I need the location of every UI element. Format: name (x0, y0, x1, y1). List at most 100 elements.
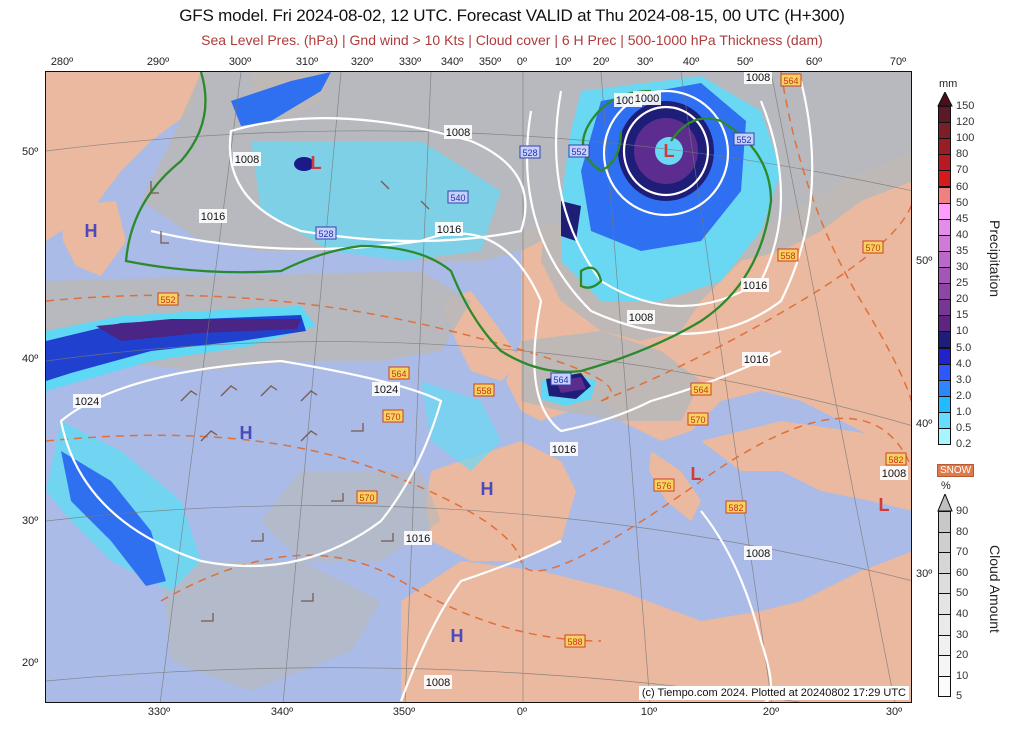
colorbar-segment (938, 250, 951, 268)
pressure-label: 1016 (406, 533, 430, 545)
colorbar-tick-label: 30 (956, 261, 969, 273)
thickness-label: 540 (450, 193, 465, 203)
thickness-label-box (862, 240, 884, 254)
thickness-label: 552 (160, 295, 175, 305)
pressure-label: 1008 (235, 154, 259, 166)
thickness-label: 528 (522, 148, 537, 158)
thickness-label: 582 (888, 455, 903, 465)
pressure-label-box (880, 466, 908, 480)
precip-legend-title: Precipitation (987, 220, 1003, 298)
lon-label: 350º (478, 56, 502, 68)
colorbar-segment (938, 299, 951, 317)
thickness-label-box (653, 478, 675, 492)
lon-label: 20º (592, 56, 610, 68)
thickness-label-box (157, 292, 179, 306)
colorbar-segment (938, 531, 951, 554)
snow-legend-badge: SNOW (937, 464, 975, 477)
cloud-arrow-cap-icon (937, 494, 953, 512)
lon-label: 30º (885, 706, 903, 718)
colorbar-segment (938, 267, 951, 285)
thickness-label: 558 (780, 251, 795, 261)
thickness-label-box (885, 452, 907, 466)
colorbar-tick-label: 20 (956, 649, 969, 662)
pressure-label: 1016 (437, 224, 461, 236)
high-pressure-marker: H (85, 221, 98, 241)
high-pressure-marker: H (240, 423, 253, 443)
lon-label: 0º (516, 56, 528, 68)
colorbar-segment (938, 395, 951, 413)
thickness-label: 570 (690, 415, 705, 425)
thickness-label: 552 (736, 135, 751, 145)
pressure-label: 1008 (746, 548, 770, 560)
thickness-label: 570 (359, 493, 374, 503)
colorbar-tick-label: 20 (956, 293, 969, 306)
colorbar-tick-label: 80 (956, 525, 969, 538)
pressure-label: 1016 (743, 280, 767, 292)
pressure-label: 1000 (635, 93, 659, 105)
colorbar-segment (938, 283, 951, 301)
lat-label: 30º (22, 515, 39, 527)
colorbar-segment (938, 411, 951, 429)
lon-label: 10º (554, 56, 572, 68)
colorbar-tick-label: 10 (956, 325, 969, 338)
pressure-label-box (744, 546, 772, 560)
colorbar-segment (938, 572, 951, 595)
lat-label: 20º (22, 657, 39, 669)
lat-label: 40º (22, 353, 39, 365)
pressure-label-box (233, 152, 261, 166)
low-pressure-marker: L (691, 464, 702, 484)
thickness-label-box (568, 144, 590, 158)
thickness-label: 576 (656, 481, 671, 491)
colorbar-tick-label: 25 (956, 277, 969, 290)
colorbar-tick-label: 70 (956, 546, 969, 559)
thickness-label: 570 (385, 412, 400, 422)
colorbar-tick-label: 45 (956, 212, 969, 225)
thickness-label-box (687, 412, 709, 426)
pressure-labels: 1008 1016 1008 1016 1008 1000 1008 1016 1008 1016… (73, 72, 908, 689)
lon-label: 60º (805, 56, 823, 68)
precipitation (46, 72, 781, 591)
thickness-labels: 552 528 540 528 552 552 564 564 558 570 564 570 564 5… (157, 73, 907, 648)
thickness-label: 528 (318, 229, 333, 239)
pressure-label: 1024 (374, 384, 398, 396)
colorbar-tick-label: 40 (956, 608, 969, 620)
lon-label: 0º (516, 706, 528, 718)
pressure-centers: H L L H H L L H (85, 141, 890, 646)
pressure-label: 1016 (744, 354, 768, 366)
pressure-label: 1016 (552, 444, 576, 456)
colorbar-segment (938, 614, 951, 636)
thickness-label: 552 (571, 147, 586, 157)
colorbar-tick-label: 60 (956, 180, 969, 193)
colorbar-segment (938, 170, 951, 188)
colorbar-tick-label: 90 (956, 505, 969, 517)
map-canvas: 552 528 540 528 552 552 564 564 558 570 564 570 564 5… (46, 72, 911, 702)
pressure-label-box (744, 72, 772, 84)
thickness-label-box (564, 634, 586, 648)
colorbar-segment (938, 593, 951, 615)
lon-label: 40º (682, 56, 700, 68)
lon-label: 320º (350, 56, 374, 68)
low-pressure-marker: L (311, 153, 322, 173)
thickness-label-box (356, 490, 378, 504)
pressure-label: 1016 (201, 211, 225, 223)
colorbar-segment (938, 186, 951, 204)
pressure-label-box (372, 382, 400, 396)
colorbar-segment (938, 552, 951, 574)
credit-text: (c) Tiempo.com 2024. Plotted at 20240802… (638, 686, 909, 700)
chart-title: GFS model. Fri 2024-08-02, 12 UTC. Forec… (179, 6, 845, 25)
colorbar-tick-label: 50 (956, 587, 969, 600)
lon-label: 330º (147, 706, 171, 718)
chart-subtitle: Sea Level Pres. (hPa) | Gnd wind > 10 Kt… (201, 32, 823, 48)
colorbar-tick-label: 3.0 (956, 373, 972, 386)
colorbar-segment (938, 315, 951, 333)
pressure-label-box (550, 442, 578, 456)
thickness-label: 564 (783, 76, 798, 86)
colorbar-tick-label: 0.5 (956, 422, 972, 434)
wind-barbs (150, 180, 430, 622)
colorbar-segment (938, 675, 951, 698)
thickness-label-box (777, 248, 799, 262)
pressure-label-box (404, 531, 432, 545)
colorbar-segment (938, 347, 951, 365)
lon-label: 350º (392, 706, 416, 718)
thickness-label-box (690, 382, 712, 396)
